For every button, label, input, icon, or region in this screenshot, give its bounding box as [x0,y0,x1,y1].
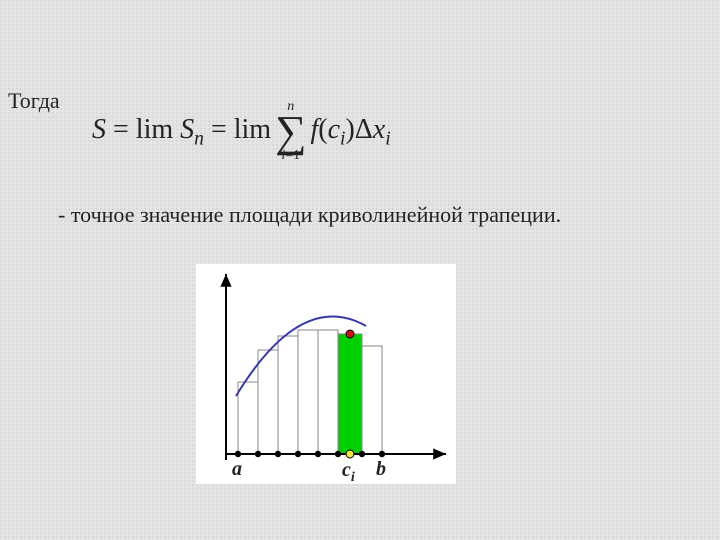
diagram-svg [196,264,456,484]
riemann-bar-2 [278,336,298,454]
formula-rparen: ) [345,114,354,145]
x-tick-3 [295,451,301,457]
riemann-bar-6 [362,346,382,454]
sample-point-on-curve [346,330,354,338]
riemann-bar-3 [298,330,318,454]
y-axis-arrow [220,274,231,287]
axis-label-a: a [232,458,242,481]
x-tick-1 [255,451,261,457]
riemann-bar-5 [338,334,362,454]
x-tick-4 [315,451,321,457]
formula-sum: n∑i=1 [275,100,306,163]
x-tick-6 [359,451,365,457]
axis-label-b: b [376,458,386,481]
riemann-bar-0 [238,382,258,454]
description-text: - точное значение площади криволинейной … [58,202,618,228]
formula-xi: xi [373,114,391,145]
ci-point-on-axis [346,450,354,458]
x-tick-2 [275,451,281,457]
formula-eq2: = [211,114,227,145]
axis-label-ci: ci [342,459,355,486]
formula-lparen: ( [318,114,327,145]
formula-ci: ci [328,114,346,145]
x-tick-5 [335,451,341,457]
formula-Sn: Sn [180,114,204,145]
x-axis-arrow [433,448,446,459]
formula-block: S = lim Sn = limn∑i=1f(ci)Δxi [92,100,391,163]
formula-lim2: lim [234,114,271,145]
formula-lim1: lim [136,114,173,145]
riemann-diagram: a cib [196,264,456,484]
formula-eq1: = [113,114,129,145]
formula-delta: Δ [355,114,373,145]
x-tick-7 [379,451,385,457]
riemann-bar-4 [318,330,338,454]
riemann-bar-1 [258,350,278,454]
x-tick-0 [235,451,241,457]
formula-S: S [92,114,106,145]
heading-text: Тогда [8,88,60,114]
